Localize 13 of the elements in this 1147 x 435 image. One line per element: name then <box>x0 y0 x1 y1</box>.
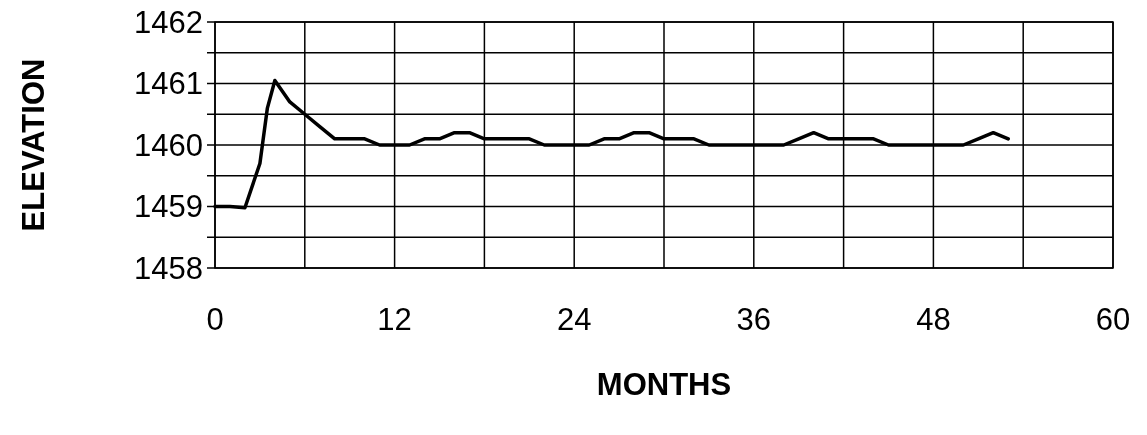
x-tick-label: 48 <box>916 302 951 337</box>
y-tick-label: 1458 <box>134 250 203 286</box>
x-tick-label: 24 <box>556 302 592 337</box>
x-tick-label: 0 <box>206 302 224 337</box>
y-axis-title: ELEVATION <box>16 58 51 232</box>
x-tick-label: 36 <box>736 302 772 337</box>
y-tick-label: 1460 <box>134 127 203 163</box>
y-tick-label: 1461 <box>134 66 203 102</box>
y-tick-label: 1462 <box>134 4 203 40</box>
x-tick-label: 60 <box>1095 302 1131 337</box>
x-tick-label: 12 <box>377 302 412 337</box>
x-axis-title: MONTHS <box>596 367 732 402</box>
y-tick-label: 1459 <box>134 189 203 225</box>
